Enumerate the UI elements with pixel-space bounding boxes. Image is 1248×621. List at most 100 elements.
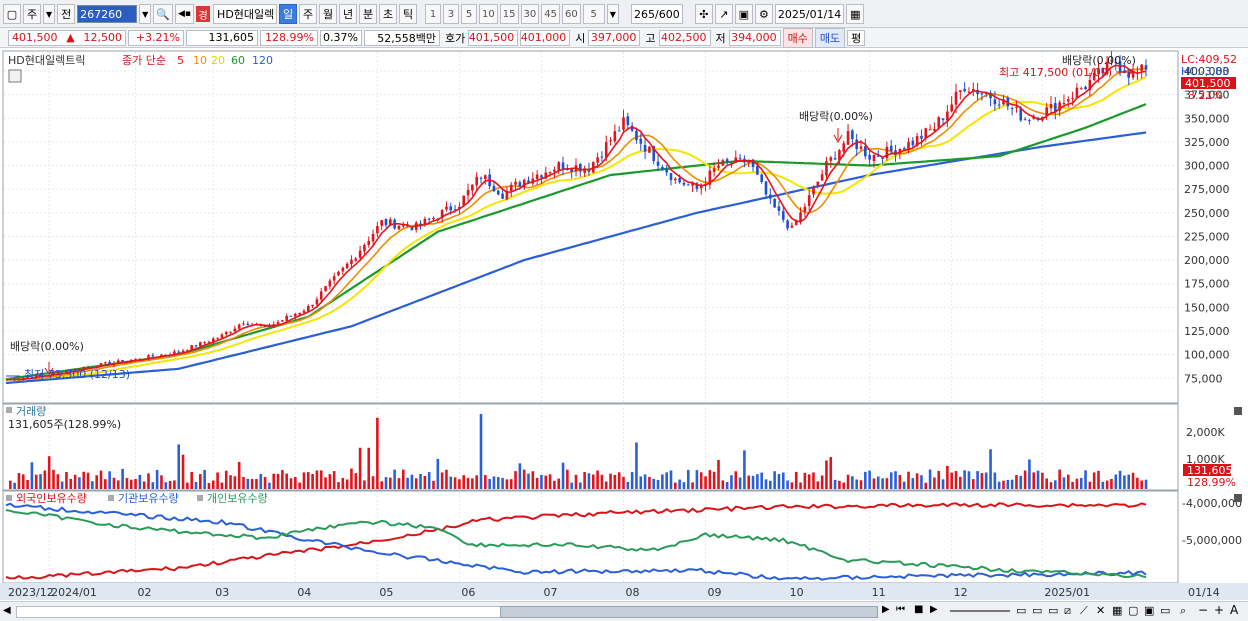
count-dropdown-icon[interactable]: ▼: [606, 4, 619, 24]
volume-bar-up: [872, 478, 876, 489]
volume-bar-up: [553, 480, 556, 489]
interval-10[interactable]: 10: [479, 4, 498, 24]
gear-icon[interactable]: ⚙: [754, 4, 773, 24]
candle-up: [648, 146, 651, 153]
x-axis-label: 03: [215, 586, 229, 599]
interval-30[interactable]: 30: [520, 4, 540, 24]
volume-bar-up: [294, 477, 297, 489]
bars-shown: 265: [634, 7, 656, 21]
volume-bar-up: [574, 474, 578, 489]
grid-icon[interactable]: ▦: [1112, 604, 1123, 617]
window-icon[interactable]: ▢: [3, 4, 21, 24]
save-icon[interactable]: ▣: [734, 4, 753, 24]
chevron-down-icon[interactable]: ▼: [43, 4, 56, 24]
interval-1[interactable]: 1: [425, 4, 442, 24]
volume-current-tag-bg: [1183, 464, 1231, 476]
volume-panel-close-icon[interactable]: [1234, 407, 1242, 415]
font-icon[interactable]: A: [1230, 603, 1239, 617]
sell-button[interactable]: 매도: [814, 27, 846, 48]
candle-down: [786, 220, 789, 229]
layout-icon-3[interactable]: ▭: [1048, 604, 1059, 617]
tab-month[interactable]: 월: [319, 4, 338, 24]
volume-bar-up: [367, 447, 371, 489]
search-icon[interactable]: 🔍: [153, 4, 174, 24]
interval-60[interactable]: 60: [561, 4, 581, 24]
pattern-icon[interactable]: ⧄: [1064, 604, 1071, 617]
scroll-right-icon[interactable]: ▶: [882, 604, 890, 615]
calendar-icon[interactable]: ▦: [846, 4, 865, 24]
scroll-left-icon[interactable]: ◀: [3, 605, 11, 616]
count-input[interactable]: 5: [582, 4, 605, 24]
candle-up: [389, 219, 392, 226]
volume-bar-down: [1079, 477, 1083, 489]
candle-up: [553, 169, 556, 172]
volume-bar-up: [807, 474, 811, 489]
code-dropdown-icon[interactable]: ▼: [139, 4, 152, 24]
current-price: 401,500: [12, 31, 58, 44]
crosshair-icon[interactable]: ✣: [694, 4, 713, 24]
candle-up: [885, 146, 889, 159]
zoom-icon[interactable]: ⌕: [1180, 604, 1187, 617]
grid-toggle-icon[interactable]: [8, 69, 22, 83]
candle-up: [613, 131, 617, 142]
interval-3[interactable]: 3: [443, 4, 460, 24]
buy-button[interactable]: 매수: [782, 27, 813, 48]
zoom-slider[interactable]: [950, 610, 1010, 612]
holdings-tick-1: -4,000,000: [1182, 497, 1242, 510]
layout-icon-2[interactable]: ▭: [1032, 604, 1043, 617]
holdings-panel-close-icon[interactable]: [1234, 494, 1242, 502]
interval-45[interactable]: 45: [541, 4, 560, 24]
first-icon[interactable]: ⏮: [896, 604, 905, 615]
bars-shown-input[interactable]: 265/600: [630, 4, 683, 24]
volume-bar-down: [246, 478, 250, 489]
minus-icon[interactable]: −: [1198, 603, 1209, 617]
tab-second[interactable]: 초: [379, 4, 398, 24]
stock-chart[interactable]: 400,000 375,000 350,000 325,000 300,000 275,0…: [0, 50, 1248, 601]
interval-15[interactable]: 15: [499, 4, 519, 24]
plus-icon[interactable]: +: [1214, 603, 1225, 617]
candle-down: [738, 157, 742, 159]
layout-icon-1[interactable]: ▭: [1016, 604, 1027, 617]
speaker-icon[interactable]: ◀▪: [175, 4, 195, 24]
volume-bar-up: [43, 470, 47, 489]
tab-week[interactable]: 주: [299, 4, 318, 24]
candle-down: [501, 193, 504, 199]
volume-bar-down: [91, 481, 94, 489]
volume-bar-up: [134, 478, 137, 489]
volume-bar-up: [358, 447, 362, 489]
draw-tool-icon[interactable]: ↗: [714, 4, 733, 24]
candle-up: [1088, 79, 1092, 91]
cross-icon[interactable]: ✕: [1096, 604, 1106, 617]
stop-icon[interactable]: ■: [914, 604, 924, 615]
candle-up: [358, 250, 362, 258]
tab-minute[interactable]: 분: [359, 4, 378, 24]
price-legend-ma-label: 종가 단순: [122, 54, 166, 67]
candle-up: [276, 321, 280, 325]
frame-icon[interactable]: ▭: [1160, 604, 1171, 617]
volume-bar-down: [39, 474, 42, 489]
tab-year[interactable]: 년: [339, 4, 358, 24]
candle-up: [1045, 107, 1048, 116]
prev-button[interactable]: 전: [57, 4, 76, 24]
chart-scroll-bar[interactable]: ◀ ▶ ⏮ ■ ▶ ▭ ▭ ▭ ⧄ ⟋ ✕ ▦ ▢ ▣ ▭ ⌕ − + A: [0, 601, 1248, 621]
play-icon[interactable]: ▶: [930, 604, 938, 615]
candle-down: [993, 99, 997, 105]
box-icon[interactable]: ▢: [1128, 604, 1139, 617]
tab-tick[interactable]: 틱: [399, 4, 418, 24]
date-input[interactable]: 2025/01/14: [774, 4, 845, 24]
candle-up: [285, 315, 288, 321]
interval-5[interactable]: 5: [461, 4, 478, 24]
volume-bar-up: [820, 475, 824, 489]
eval-button[interactable]: 평: [847, 29, 866, 46]
stock-code-input[interactable]: 267260: [77, 5, 138, 23]
volume-bar-up: [946, 465, 949, 489]
volume-bar-down: [630, 472, 634, 489]
scroll-thumb[interactable]: [500, 606, 878, 618]
square-icon[interactable]: ▣: [1144, 604, 1155, 617]
volume-bar-up: [721, 480, 725, 489]
tab-day[interactable]: 일: [279, 4, 298, 24]
fib-icon[interactable]: ⟋: [1080, 604, 1088, 617]
candle-up: [1062, 103, 1066, 105]
period-select[interactable]: 주: [23, 4, 41, 24]
volume-bar-down: [773, 471, 776, 489]
